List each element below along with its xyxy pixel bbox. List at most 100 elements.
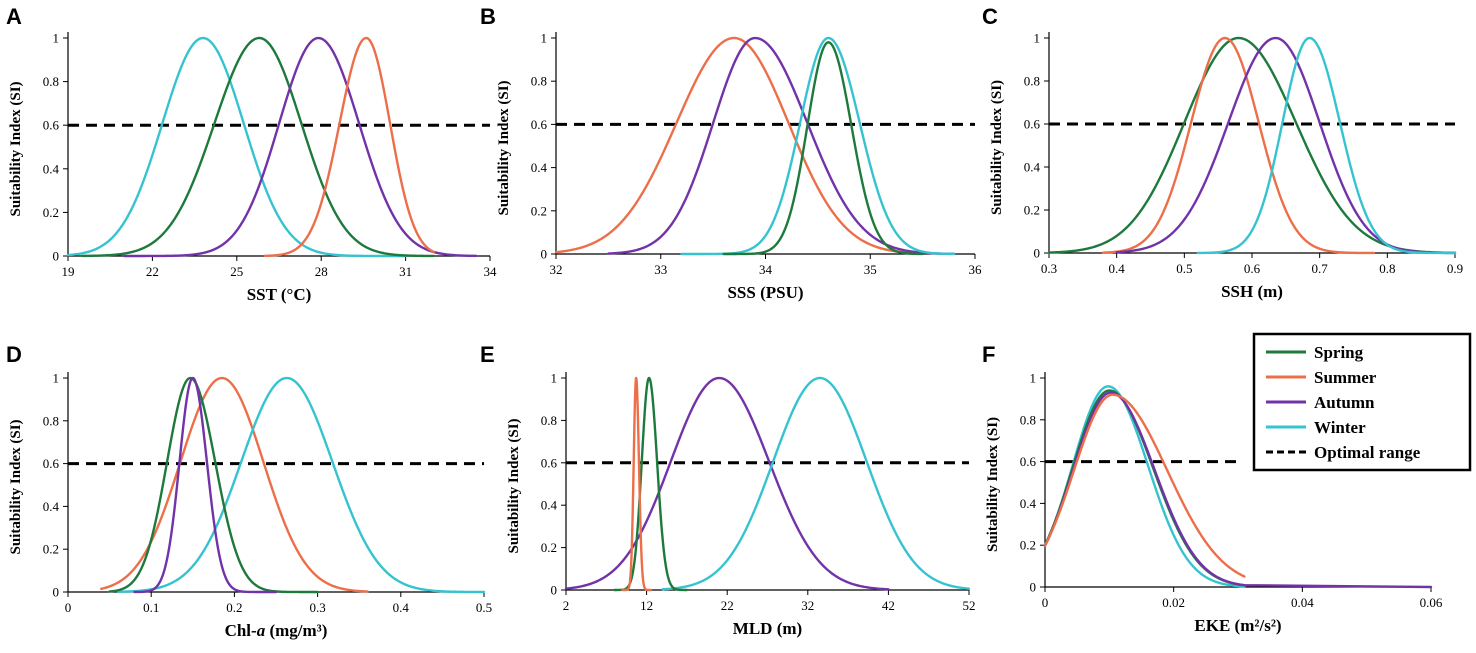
x-tick-label-c-4: 0.7 xyxy=(1312,261,1329,276)
x-tick-label-c-2: 0.5 xyxy=(1176,261,1192,276)
legend-label-spring: Spring xyxy=(1314,343,1364,362)
y-tick-label-e-4: 0.8 xyxy=(541,413,557,428)
y-tick-label-a-3: 0.6 xyxy=(43,118,60,133)
y-tick-label-e-0: 0 xyxy=(551,583,558,598)
y-tick-label-a-4: 0.8 xyxy=(43,74,59,89)
y-tick-label-a-1: 0.2 xyxy=(43,205,59,220)
curve-summer-f xyxy=(1043,393,1246,578)
curve-winter-a xyxy=(66,36,407,258)
x-axis-title-f: EKE (m²/s²) xyxy=(1194,616,1281,635)
y-axis-title-c: Suitability Index (SI) xyxy=(989,80,1005,215)
y-tick-label-f-3: 0.6 xyxy=(1020,454,1037,469)
x-tick-label-f-1: 0.02 xyxy=(1162,595,1185,610)
x-tick-label-d-4: 0.4 xyxy=(393,600,410,615)
panel-f: F 0 0.02 0.04 0.06 0 0.2 0.4 0.6 0.8 1 EKE (m²/s²) S… xyxy=(982,342,1443,635)
panel-b: B 32 33 34 35 36 0 0.2 0.4 0.6 0.8 1 SSS (PSU) Suitab… xyxy=(480,4,982,302)
x-tick-label-f-3: 0.06 xyxy=(1420,595,1443,610)
y-tick-label-d-3: 0.6 xyxy=(43,456,60,471)
y-tick-label-f-0: 0 xyxy=(1030,580,1037,595)
y-tick-label-c-0: 0 xyxy=(1034,246,1041,261)
curve-spring-c xyxy=(1047,36,1457,255)
y-tick-label-c-3: 0.6 xyxy=(1024,117,1041,132)
curve-autumn-b xyxy=(607,36,956,256)
y-tick-label-c-5: 1 xyxy=(1034,31,1041,46)
x-tick-label-d-1: 0.1 xyxy=(143,600,159,615)
curve-spring-e xyxy=(613,376,689,592)
x-tick-label-b-1: 33 xyxy=(654,262,667,277)
panel-c: C 0.3 0.4 0.5 0.6 0.7 0.8 0.9 0 0.2 0.4 0.6 0.8 1 SSH … xyxy=(982,4,1463,301)
x-axis-title-b: SSS (PSU) xyxy=(727,283,803,302)
x-tick-label-b-4: 36 xyxy=(969,262,983,277)
x-tick-label-c-1: 0.4 xyxy=(1109,261,1126,276)
y-tick-label-c-4: 0.8 xyxy=(1024,74,1040,89)
x-tick-label-e-1: 12 xyxy=(640,598,653,613)
x-tick-label-e-4: 42 xyxy=(882,598,895,613)
x-tick-label-c-5: 0.8 xyxy=(1379,261,1395,276)
curve-summer-d xyxy=(100,376,369,593)
curve-summer-e xyxy=(621,376,652,592)
x-tick-label-e-0: 2 xyxy=(563,598,570,613)
y-axis-title-f: Suitability Index (SI) xyxy=(985,417,1001,552)
x-tick-label-a-5: 34 xyxy=(484,264,498,279)
y-axis-title-a: Suitability Index (SI) xyxy=(8,81,24,216)
curve-autumn-c xyxy=(1115,36,1457,255)
curve-summer-a xyxy=(263,36,435,258)
curve-summer-b xyxy=(554,36,924,255)
curve-spring-d xyxy=(108,376,319,594)
y-tick-label-f-1: 0.2 xyxy=(1020,538,1036,553)
y-tick-label-b-3: 0.6 xyxy=(531,117,548,132)
curve-winter-f xyxy=(1043,385,1246,588)
y-tick-label-b-1: 0.2 xyxy=(531,203,547,218)
panel-letter-f: F xyxy=(982,342,995,367)
x-tick-label-d-2: 0.2 xyxy=(226,600,242,615)
panel-letter-e: E xyxy=(480,342,495,367)
legend-label-winter: Winter xyxy=(1314,418,1366,437)
curve-spring-b xyxy=(722,41,924,256)
y-axis-title-e: Suitability Index (SI) xyxy=(506,418,522,553)
panel-letter-c: C xyxy=(982,4,998,29)
panel-letter-b: B xyxy=(480,4,496,29)
x-tick-label-c-0: 0.3 xyxy=(1041,261,1057,276)
x-tick-label-f-0: 0 xyxy=(1042,595,1049,610)
panel-a: A 19 22 25 28 31 34 0 0.2 0.4 0.6 0.8 1 SST (°C) Suita… xyxy=(6,4,497,304)
y-tick-label-f-2: 0.4 xyxy=(1020,496,1037,511)
y-tick-label-b-2: 0.4 xyxy=(531,160,548,175)
y-tick-label-b-5: 1 xyxy=(541,31,548,46)
panel-d: D 0 0.1 0.2 0.3 0.4 0.5 0 0.2 0.4 0.6 0.8 1 Chl-a (mg… xyxy=(6,342,492,640)
y-tick-label-a-5: 1 xyxy=(53,31,60,46)
y-tick-label-e-2: 0.4 xyxy=(541,498,558,513)
y-axis-title-d: Suitability Index (SI) xyxy=(8,419,24,554)
x-tick-label-a-1: 22 xyxy=(146,264,159,279)
x-tick-label-b-0: 32 xyxy=(550,262,563,277)
curve-spring-a xyxy=(80,36,435,258)
legend: Spring Summer Autumn Winter Optimal range xyxy=(1252,332,1472,472)
curve-autumn-d xyxy=(133,376,278,594)
y-tick-label-a-0: 0 xyxy=(53,249,60,264)
x-axis-title-a: SST (°C) xyxy=(247,285,312,304)
x-tick-label-a-3: 28 xyxy=(315,264,328,279)
x-tick-label-c-6: 0.9 xyxy=(1447,261,1463,276)
x-tick-label-d-5: 0.5 xyxy=(476,600,492,615)
curve-autumn-f xyxy=(1043,391,1433,589)
panel-letter-d: D xyxy=(6,342,22,367)
legend-label-summer: Summer xyxy=(1314,368,1377,387)
x-tick-label-a-0: 19 xyxy=(62,264,75,279)
y-tick-label-d-1: 0.2 xyxy=(43,542,59,557)
x-tick-label-b-3: 35 xyxy=(864,262,877,277)
legend-label-autumn: Autumn xyxy=(1314,393,1375,412)
x-tick-label-a-4: 31 xyxy=(399,264,412,279)
curve-spring-f xyxy=(1043,389,1246,587)
curve-summer-c xyxy=(1101,36,1375,255)
panel-e: E 2 12 22 32 42 52 0 0.2 0.4 0.6 0.8 1 MLD (m) Suitabi… xyxy=(480,342,976,638)
y-tick-label-d-5: 1 xyxy=(53,371,60,386)
x-tick-label-a-2: 25 xyxy=(230,264,243,279)
y-tick-label-f-5: 1 xyxy=(1030,371,1037,386)
y-tick-label-e-5: 1 xyxy=(551,371,558,386)
curve-autumn-e xyxy=(564,376,890,591)
x-tick-label-e-2: 22 xyxy=(721,598,734,613)
y-tick-label-e-1: 0.2 xyxy=(541,540,557,555)
panel-letter-a: A xyxy=(6,4,22,29)
y-tick-label-d-0: 0 xyxy=(53,585,60,600)
